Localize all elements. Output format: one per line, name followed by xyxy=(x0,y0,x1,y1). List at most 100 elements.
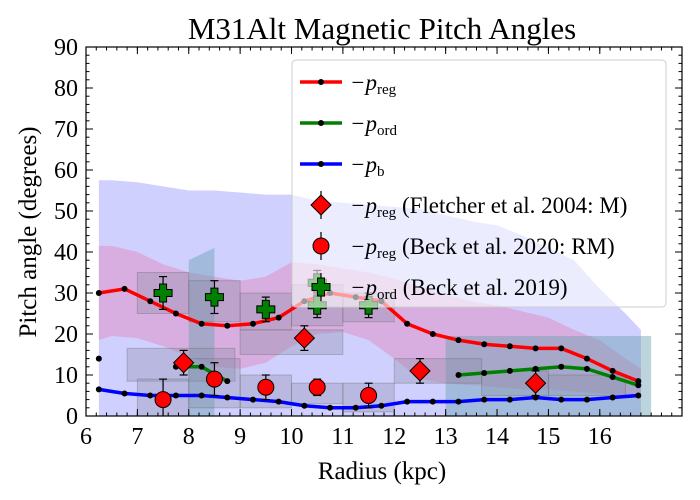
y-tick-label: 40 xyxy=(54,240,78,266)
x-tick-label: 10 xyxy=(280,424,304,450)
y-tick-label: 70 xyxy=(54,117,78,143)
x-tick-label: 9 xyxy=(234,424,246,450)
legend-marker-5 xyxy=(311,277,331,297)
teal-region-1 xyxy=(445,336,652,416)
series-2-point xyxy=(609,394,616,401)
series-1-seg1-line xyxy=(458,365,639,387)
series-2-point xyxy=(583,396,590,403)
y-tick-label: 20 xyxy=(54,322,78,348)
legend: −preg −pord −pb −preg (Fletcher et al. 2004… xyxy=(291,59,667,308)
y-tick-label: 90 xyxy=(54,35,78,61)
series-0-point xyxy=(455,337,462,344)
obs-0-marker xyxy=(293,327,316,349)
series-0-point xyxy=(583,355,590,362)
series-2-point xyxy=(506,396,513,403)
series-1-seg1-point xyxy=(506,367,513,374)
y-tick-label: 60 xyxy=(54,158,78,184)
legend-dot-1 xyxy=(318,120,324,126)
obs-0-marker xyxy=(524,372,547,394)
series-0-point xyxy=(609,367,616,374)
obs-1-marker xyxy=(205,370,223,388)
legend-label-0: −preg xyxy=(350,70,397,98)
series-0-point xyxy=(275,314,282,321)
legend-label-2: −pb xyxy=(350,152,385,180)
obs-1-marker xyxy=(257,378,275,396)
series-2-point xyxy=(378,402,385,409)
series-0-point xyxy=(147,298,154,305)
x-tick-label: 12 xyxy=(382,424,406,450)
y-axis-label: Pitch angle (degrees) xyxy=(15,126,42,337)
series-2-point xyxy=(455,398,462,405)
x-tick-label: 6 xyxy=(80,424,92,450)
series-1-seg1-point xyxy=(455,372,462,378)
series-2-point xyxy=(481,396,488,403)
series-1-seg1-point xyxy=(609,374,616,381)
y-tick-label: 30 xyxy=(54,281,78,307)
y-tick-label: 80 xyxy=(54,76,78,102)
chart-title: M31Alt Magnetic Pitch Angles xyxy=(188,11,576,46)
series-2-point xyxy=(558,396,565,403)
series-0-point xyxy=(198,320,205,327)
x-tick-label: 15 xyxy=(536,424,560,450)
series-1-seg0-point xyxy=(224,378,231,385)
legend-label-5: −pord (Beck et al. 2019) xyxy=(350,275,568,303)
x-tick-label: 14 xyxy=(485,424,509,450)
obs-0-marker xyxy=(172,351,195,374)
series-2-point xyxy=(172,392,179,399)
series-2-point xyxy=(275,398,282,405)
series-2-point xyxy=(429,398,436,405)
series-1-seg1-point xyxy=(558,363,565,370)
legend-dot-2 xyxy=(318,161,324,167)
obs-0-marker xyxy=(409,360,431,382)
series-0-point xyxy=(95,290,102,296)
series-0-point xyxy=(558,345,565,352)
obs-2-marker xyxy=(256,299,276,319)
series-2-point xyxy=(224,394,231,401)
series-2-point xyxy=(301,402,308,409)
series-0-point xyxy=(224,322,231,329)
x-tick-label: 16 xyxy=(588,424,612,450)
legend-dot-0 xyxy=(318,79,324,85)
legend-label-1: −pord xyxy=(350,111,398,139)
series-0-point xyxy=(481,341,488,348)
series-2-point xyxy=(327,404,334,411)
range-box-12 xyxy=(393,358,483,384)
y-tick-label: 0 xyxy=(66,404,78,430)
legend-marker-3 xyxy=(310,194,332,216)
series-2-point xyxy=(404,398,411,405)
series-2-point xyxy=(147,392,154,399)
y-tick-label: 10 xyxy=(54,363,78,389)
series-0-point xyxy=(172,310,179,317)
legend-label-4: −preg (Beck et al. 2020: RM) xyxy=(350,234,615,262)
series-0-point xyxy=(635,378,642,385)
legend-marker-4 xyxy=(312,237,330,255)
series-0-point xyxy=(249,320,256,327)
obs-1-marker xyxy=(308,378,326,396)
x-tick-label: 13 xyxy=(434,424,458,450)
series-2-point xyxy=(95,386,102,393)
x-tick-label: 11 xyxy=(331,424,354,450)
axes: 6 7 8 9 10 11 12 13 14 15 16 0 10 20 30 40 50 60 70 80 90 xyxy=(54,35,683,450)
obs-2-marker xyxy=(153,283,173,303)
obs-2-marker xyxy=(204,287,224,307)
obs-1-marker xyxy=(154,391,172,409)
series-0-point xyxy=(506,343,513,350)
x-tick-label: 7 xyxy=(131,424,143,450)
x-axis-label: Radius (kpc) xyxy=(318,458,446,485)
series-2-point xyxy=(249,396,256,403)
obs-1-marker xyxy=(360,387,378,404)
legend-box xyxy=(291,59,667,308)
series-2-point xyxy=(198,392,205,399)
range-box-5 xyxy=(239,329,344,355)
range-box-14 xyxy=(547,374,626,396)
legend-label-3: −preg (Fletcher et al. 2004: M) xyxy=(350,193,627,221)
series-0-point xyxy=(532,345,539,352)
series-0-point xyxy=(121,285,128,292)
series-1-seg0-point xyxy=(198,363,205,370)
series-1-seg1-point xyxy=(481,369,488,376)
series-3-point xyxy=(95,355,102,362)
series-2-point xyxy=(635,392,642,399)
x-tick-label: 8 xyxy=(183,424,195,450)
series-0-point xyxy=(429,331,436,337)
